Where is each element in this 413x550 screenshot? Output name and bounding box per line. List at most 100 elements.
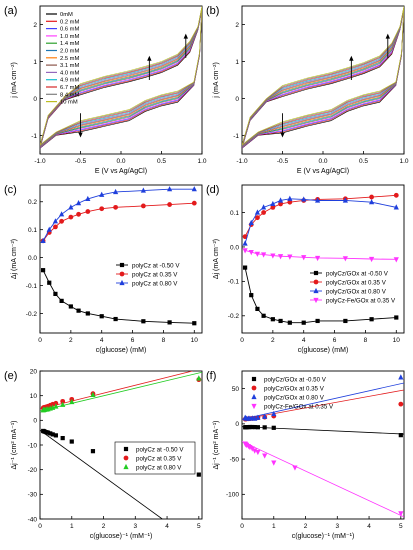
arrow-head	[147, 55, 152, 61]
data-point	[53, 403, 59, 409]
data-point	[369, 194, 374, 200]
x-tick-label: 3	[133, 523, 137, 530]
data-point	[242, 248, 248, 254]
x-tick-label: 0	[240, 523, 244, 530]
data-point	[48, 431, 53, 436]
x-tick-label: 10	[393, 337, 401, 344]
data-point	[255, 449, 261, 456]
data-point	[141, 319, 146, 324]
data-point	[369, 199, 375, 205]
fit-line	[40, 371, 202, 412]
plot-frame	[241, 370, 405, 520]
data-point	[53, 224, 58, 230]
series-area	[242, 374, 404, 518]
legend-marker	[313, 287, 319, 294]
x-tick-label: 2	[304, 523, 308, 530]
legend-marker	[251, 376, 257, 382]
y-tick-label: 0.0	[230, 244, 239, 251]
legend: polyCz/GOx at -0.50 V polyCz/GOx at 0.35 …	[310, 270, 396, 304]
data-point	[369, 256, 375, 263]
data-point	[301, 320, 306, 325]
data-point	[90, 391, 96, 398]
arrow-head	[349, 55, 354, 61]
legend-entry: polyCz/GOx at 0.35 V	[264, 385, 325, 392]
y-tick-label: -40	[28, 516, 38, 523]
data-point	[393, 192, 399, 198]
fit-line	[40, 371, 193, 410]
plot-frame	[39, 184, 203, 334]
series-line	[42, 202, 195, 242]
legend-entry: 3.1 mM	[60, 63, 79, 69]
x-tick-label: 0.5	[359, 158, 368, 165]
data-point	[59, 298, 64, 303]
x-tick-label: -1.0	[34, 158, 46, 165]
x-tick-label: 1	[272, 523, 276, 530]
y-tick-label: -30	[28, 492, 38, 499]
data-point	[40, 237, 46, 243]
y-tick-label: -20	[28, 467, 38, 474]
legend-marker	[251, 393, 257, 400]
x-tick-label: 6	[131, 337, 135, 344]
series-line	[244, 194, 397, 237]
series-area	[40, 186, 197, 326]
data-point	[250, 424, 255, 430]
y-tick-label: -50	[230, 456, 240, 463]
fit-line	[242, 382, 404, 420]
y-tick-label: 10	[30, 393, 38, 400]
y-tick-label: 0.1	[230, 210, 239, 217]
y-tick-label: 0	[33, 96, 37, 103]
cv-curve	[242, 6, 404, 146]
data-point	[252, 448, 258, 454]
series-line	[244, 267, 397, 324]
data-point	[60, 435, 65, 441]
y-tick-label: -100	[226, 492, 239, 499]
data-point	[90, 449, 96, 454]
fit-line	[242, 426, 404, 435]
data-point	[270, 253, 276, 259]
panel-label: (b)	[206, 5, 219, 17]
panel-label: (d)	[206, 184, 219, 196]
legend-entry: 2.5 mM	[60, 56, 79, 62]
cv-curve	[242, 8, 404, 148]
arrow-head	[385, 33, 390, 39]
legend-entry: polyCz/GOx at -0.50 V	[326, 270, 389, 277]
data-point	[261, 210, 266, 215]
data-point	[287, 195, 293, 201]
series-line	[244, 198, 397, 244]
data-point	[255, 425, 260, 430]
y-axis-label: Δj (mA cm⁻²)	[11, 239, 18, 279]
x-tick-label: 0	[38, 523, 42, 530]
legend-marker	[123, 455, 129, 461]
data-point	[254, 209, 261, 215]
data-point	[393, 204, 399, 210]
x-tick-label: 2	[102, 523, 106, 530]
cv-curve	[242, 6, 404, 146]
data-point	[255, 414, 261, 420]
data-point	[53, 291, 58, 297]
data-point	[52, 218, 59, 224]
data-point	[292, 465, 298, 471]
data-point	[261, 313, 266, 318]
y-axis-label: Δj⁻¹ (cm² mA⁻¹)	[11, 421, 18, 470]
x-axis-label: c(glucose)⁻¹ (mM⁻¹)	[90, 533, 153, 540]
y-tick-label: 2	[33, 22, 37, 29]
data-point	[261, 204, 267, 210]
panel-label: (a)	[4, 5, 17, 17]
data-point	[192, 321, 197, 326]
data-point	[254, 251, 261, 257]
data-point	[271, 425, 276, 430]
legend-entry: 1.0 mM	[60, 34, 79, 40]
legend-entry: polyCz at 0.35 V	[136, 455, 182, 462]
data-point	[140, 187, 146, 193]
data-point	[255, 306, 260, 312]
y-tick-label: 50	[232, 386, 240, 393]
series-area	[40, 371, 202, 519]
data-point	[167, 186, 173, 192]
legend-entry: polyCz at 0.35 V	[132, 271, 178, 278]
data-point	[40, 268, 46, 273]
data-point	[270, 200, 276, 207]
data-point	[69, 439, 74, 444]
y-axis-label: j (mA cm⁻²)	[213, 62, 220, 99]
cv-curve	[242, 7, 404, 147]
y-tick-label: -1	[31, 133, 37, 140]
